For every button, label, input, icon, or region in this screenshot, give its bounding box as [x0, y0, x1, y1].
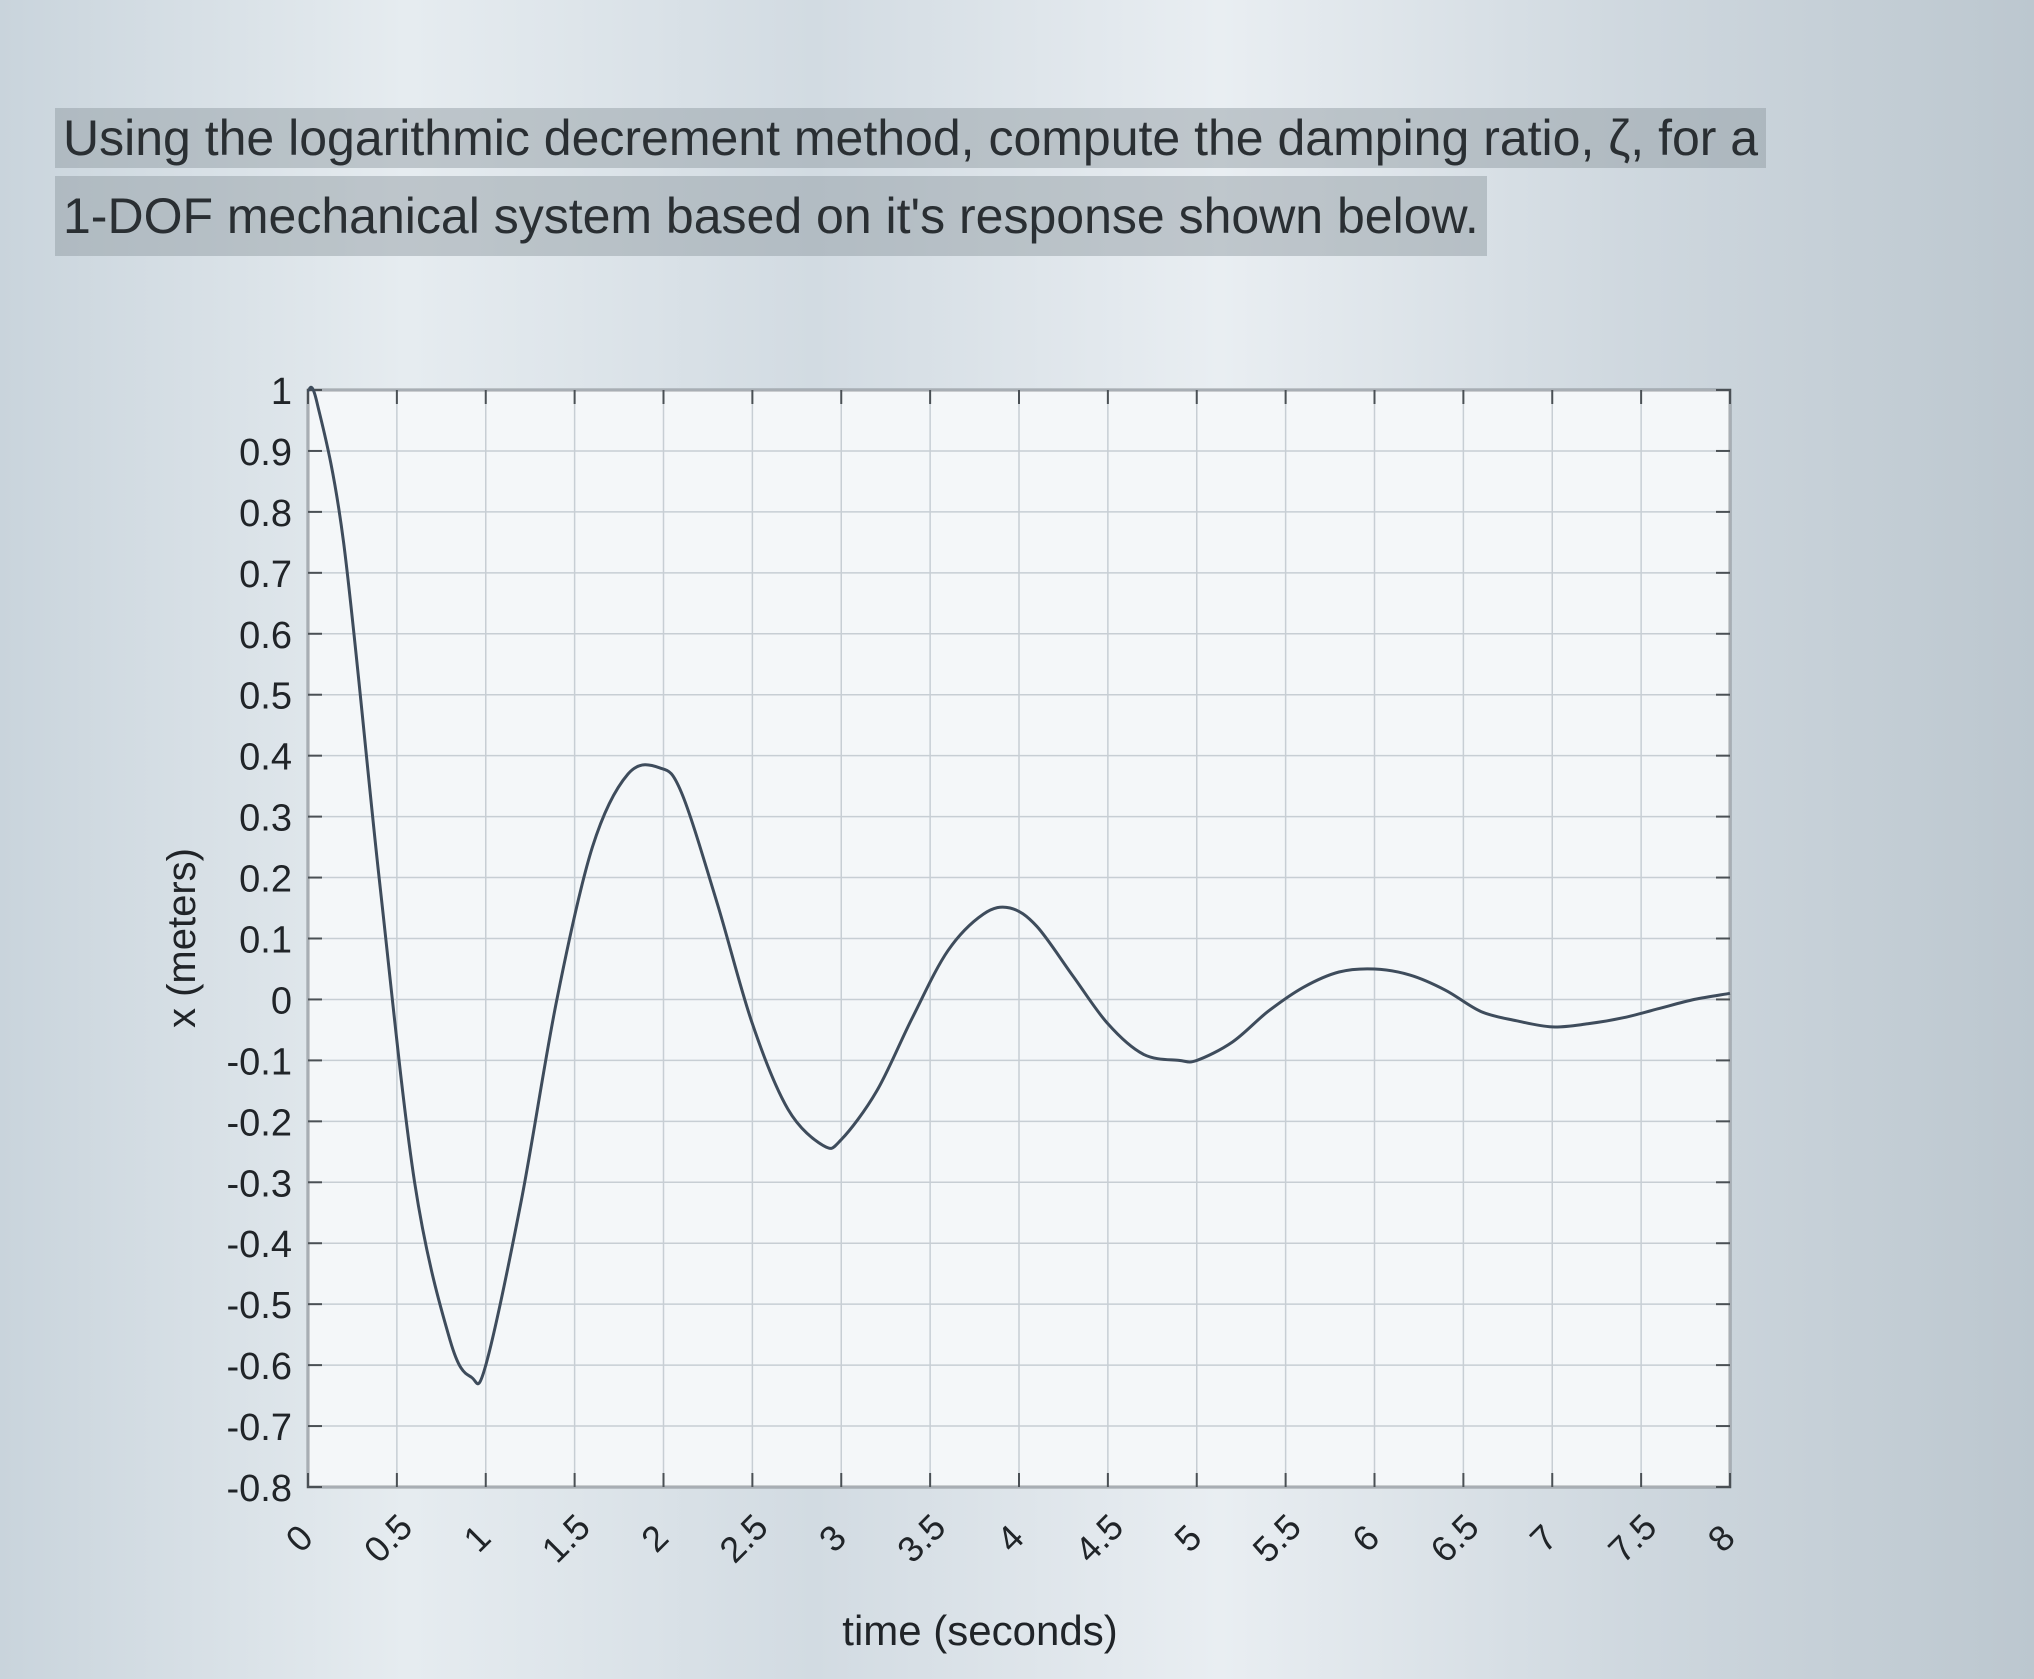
- y-tick-label: -0.7: [227, 1407, 292, 1449]
- y-tick-label: 0.3: [239, 798, 292, 840]
- x-tick-label: 2: [633, 1517, 676, 1560]
- x-tick-label: 1.5: [534, 1506, 598, 1570]
- x-tick-label: 7: [1522, 1517, 1565, 1560]
- y-tick-label: -0.4: [227, 1224, 292, 1266]
- y-tick-label: 0.6: [239, 615, 292, 657]
- y-tick-label: 0.2: [239, 859, 292, 901]
- x-tick-label: 0.5: [356, 1506, 420, 1570]
- x-tick-label: 4: [989, 1517, 1032, 1560]
- y-tick-label: -0.2: [227, 1102, 292, 1144]
- x-tick-label: 6.5: [1422, 1506, 1486, 1570]
- x-axis-label: time (seconds): [842, 1607, 1117, 1654]
- x-tick-label: 5: [1166, 1517, 1209, 1560]
- y-tick-label: 0: [271, 980, 292, 1022]
- y-tick-label: -0.3: [227, 1163, 292, 1205]
- question-line-2: 1-DOF mechanical system based on it's re…: [55, 176, 1487, 256]
- question-line-1: Using the logarithmic decrement method, …: [55, 108, 1767, 168]
- x-tick-label: 6: [1344, 1517, 1387, 1560]
- x-tick-label: 0: [278, 1517, 321, 1560]
- y-axis-ticks: 1 0.9 0.8 0.7 0.6 0.5 0.4 0.3 0.2 0.1 0 -0.1 -0.2 -0.…: [227, 371, 1730, 1510]
- y-tick-label: 0.9: [239, 432, 292, 474]
- y-tick-label: 0.8: [239, 493, 292, 535]
- x-tick-label: 1: [455, 1517, 498, 1560]
- y-tick-label: -0.5: [227, 1285, 292, 1327]
- grid: [307, 389, 1731, 1488]
- y-tick-label: -0.8: [227, 1468, 292, 1510]
- x-tick-label: 7.5: [1600, 1506, 1664, 1570]
- x-tick-label: 4.5: [1067, 1506, 1131, 1570]
- y-tick-label: 0.7: [239, 554, 292, 596]
- y-axis-label: x (meters): [160, 848, 204, 1028]
- y-tick-label: 0.1: [239, 920, 292, 962]
- x-tick-label: 5.5: [1245, 1506, 1309, 1570]
- y-tick-label: -0.1: [227, 1041, 292, 1083]
- y-tick-label: 0.5: [239, 676, 292, 718]
- x-tick-label: 2.5: [711, 1506, 775, 1570]
- y-tick-label: -0.6: [227, 1346, 292, 1388]
- y-tick-label: 1: [271, 371, 292, 413]
- y-tick-label: 0.4: [239, 737, 292, 779]
- x-tick-label: 8: [1700, 1517, 1743, 1560]
- x-tick-label: 3.5: [889, 1506, 953, 1570]
- response-curve: [306, 385, 1731, 1386]
- question-text: Using the logarithmic decrement method, …: [55, 100, 1875, 256]
- x-tick-label: 3: [811, 1517, 854, 1560]
